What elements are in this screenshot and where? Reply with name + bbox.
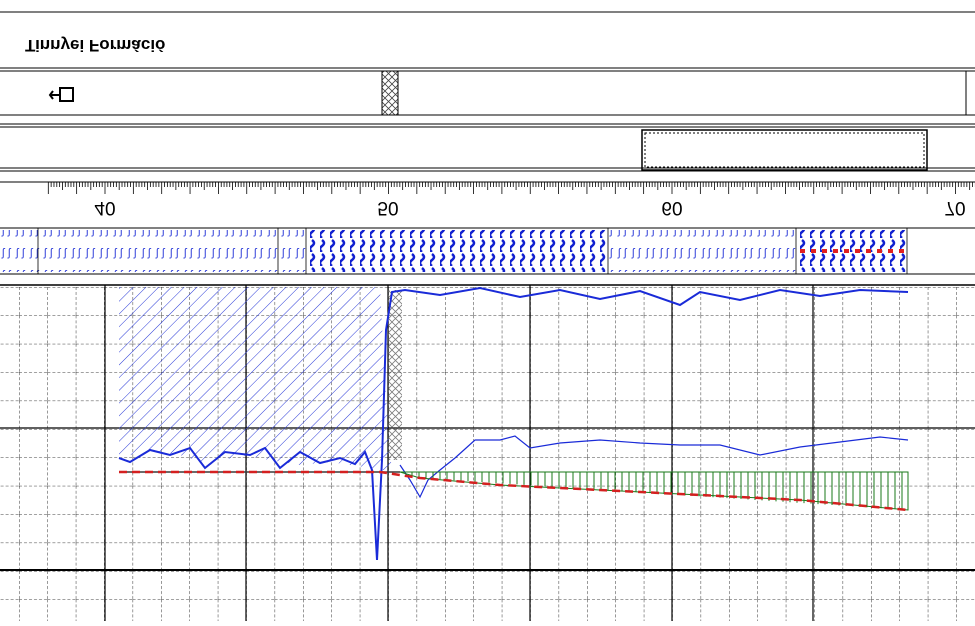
depth-label: 60 (661, 197, 682, 218)
hatched-interval (381, 70, 399, 116)
symbol (48, 87, 74, 102)
depth-ruler (0, 181, 975, 194)
lithology (0, 228, 908, 274)
depth-label: 70 (944, 197, 965, 218)
depth-label: 40 (94, 197, 115, 218)
log-track (0, 285, 975, 621)
formation-title: Tinnyei Formáció (25, 36, 165, 55)
frame (0, 11, 975, 286)
depth-label: 50 (377, 197, 398, 218)
